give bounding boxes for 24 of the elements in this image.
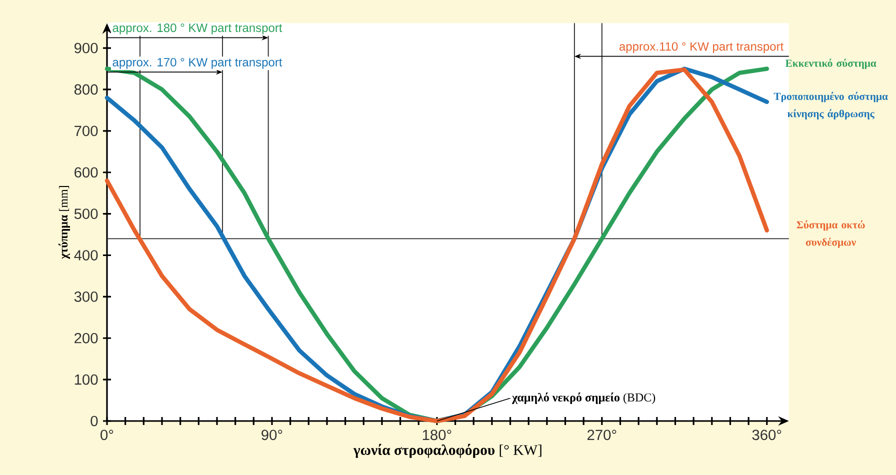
- y-tick-label: 300: [74, 292, 98, 302]
- y-tick-label: 500: [74, 208, 98, 219]
- text: Σύστημα οκτώ συνδέσμων: [796, 220, 865, 248]
- x-tick-label: 90°: [262, 430, 282, 440]
- x-tick-label: 360°: [752, 430, 782, 440]
- annotation: approx. 170 ° KW part transport: [112, 58, 282, 69]
- y-tick-label: 800: [74, 84, 98, 95]
- y-axis-title: χτύπημα [mm]: [58, 186, 70, 260]
- y-tick-label: 0: [90, 416, 98, 426]
- x-tick-label: 0°: [100, 430, 114, 440]
- y-tick-label: 700: [74, 126, 98, 136]
- annotation: approx. 180 ° KW part transport: [112, 24, 282, 34]
- series-label: Εκκεντικό σύστημα: [785, 58, 876, 69]
- y-tick-label: 900: [74, 42, 98, 54]
- y-tick-label: 100: [74, 374, 98, 385]
- y-tick-label: 600: [74, 167, 98, 178]
- x-axis-title: γωνία στροφαλοφόρου [° KW]: [353, 444, 542, 458]
- annotation: approx.110 ° KW part transport: [619, 42, 784, 54]
- annotation: χαμηλό νεκρό σημείο (BDC): [512, 392, 656, 404]
- y-tick-label: 400: [74, 250, 98, 260]
- y-tick-label: 200: [74, 332, 98, 344]
- x-tick-label: 180°: [422, 430, 452, 440]
- x-tick-label: 270°: [587, 430, 616, 440]
- series-label: Τροποποιημένο σύστημα κίνησης άρθρωσης: [774, 92, 888, 120]
